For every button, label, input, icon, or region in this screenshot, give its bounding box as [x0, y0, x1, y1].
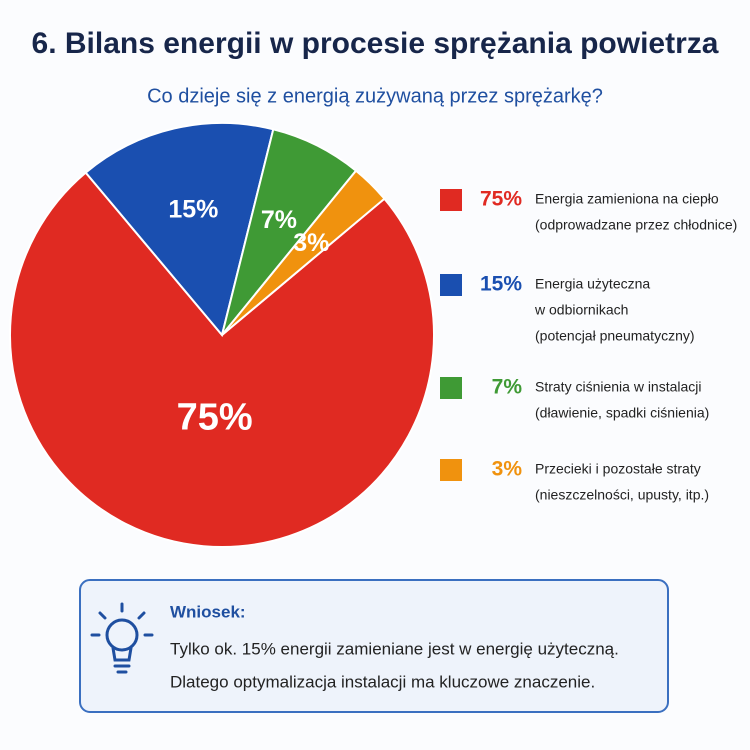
legend-value: 7%: [492, 376, 523, 399]
conclusion-line: Dlatego optymalizacja instalacji ma kluc…: [170, 672, 595, 691]
slice-label: 15%: [168, 196, 218, 224]
legend-swatch: [440, 459, 462, 481]
chart-subtitle: Co dzieje się z energią zużywaną przez s…: [147, 85, 603, 107]
conclusion-line: Tylko ok. 15% energii zamieniane jest w …: [170, 639, 619, 658]
legend-label: (dławienie, spadki ciśnienia): [535, 405, 709, 421]
conclusion-title: Wniosek:: [170, 602, 246, 621]
legend-label: Przecieki i pozostałe straty: [535, 461, 701, 477]
legend: 75% Energia zamieniona na ciepło (odprowad…: [440, 188, 737, 503]
legend-label: (nieszczelności, upusty, itp.): [535, 487, 709, 503]
legend-value: 15%: [480, 273, 522, 296]
legend-label: (potencjał pneumatyczny): [535, 328, 695, 344]
legend-label: (odprowadzane przez chłodnice): [535, 217, 737, 233]
legend-swatch: [440, 189, 462, 211]
legend-label: Energia użyteczna: [535, 276, 650, 292]
legend-value: 75%: [480, 188, 522, 211]
pie-slice: [221, 169, 386, 336]
legend-label: Straty ciśnienia w instalacji: [535, 379, 702, 395]
legend-swatch: [440, 377, 462, 399]
pie-slice: [9, 171, 435, 548]
legend-label: Energia zamieniona na ciepło: [535, 191, 719, 207]
legend-label: w odbiornikach: [534, 302, 628, 318]
conclusion-box: [79, 579, 669, 713]
bulb-icon: [90, 602, 154, 674]
legend-value: 3%: [492, 458, 523, 481]
slice-label: 7%: [261, 206, 297, 234]
slice-label: 3%: [293, 229, 329, 257]
legend-swatch: [440, 274, 462, 296]
pie-slice: [84, 122, 275, 338]
chart-title: 6. Bilans energii w procesie sprężania p…: [32, 27, 719, 60]
pie: 75% 15% 7%3%: [9, 122, 435, 548]
slice-label: 75%: [177, 397, 253, 439]
